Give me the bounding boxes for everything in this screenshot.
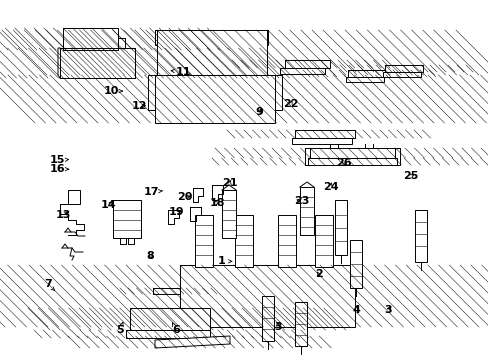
Bar xyxy=(68,190,80,204)
Text: 3: 3 xyxy=(384,305,391,315)
Bar xyxy=(155,75,274,123)
Polygon shape xyxy=(384,65,422,72)
Text: 12: 12 xyxy=(131,101,147,111)
Bar xyxy=(113,200,141,238)
Text: 2: 2 xyxy=(314,269,322,279)
Text: 5: 5 xyxy=(116,322,123,336)
Bar xyxy=(307,158,396,165)
Bar xyxy=(334,200,346,255)
Bar xyxy=(180,265,354,327)
Bar xyxy=(414,210,426,262)
Text: 11: 11 xyxy=(171,67,191,77)
Polygon shape xyxy=(347,70,385,77)
Text: 26: 26 xyxy=(336,158,351,168)
Bar xyxy=(309,148,394,158)
Text: 4: 4 xyxy=(351,305,359,315)
Polygon shape xyxy=(155,336,229,348)
Bar xyxy=(60,48,135,78)
Bar xyxy=(314,215,332,267)
Polygon shape xyxy=(294,130,354,138)
Bar xyxy=(299,187,313,235)
Text: 23: 23 xyxy=(293,196,309,206)
Bar xyxy=(130,308,209,330)
Polygon shape xyxy=(280,68,325,74)
Text: 6: 6 xyxy=(172,323,180,336)
Text: 14: 14 xyxy=(101,200,116,210)
Bar xyxy=(278,215,295,267)
Text: 3: 3 xyxy=(273,322,281,332)
Polygon shape xyxy=(285,60,329,68)
Text: 16: 16 xyxy=(50,164,68,174)
Bar xyxy=(63,28,118,50)
Polygon shape xyxy=(291,138,351,144)
Bar xyxy=(349,240,361,288)
Bar xyxy=(222,190,236,238)
Bar xyxy=(195,215,213,267)
Text: 9: 9 xyxy=(255,107,263,117)
Text: 20: 20 xyxy=(177,192,192,202)
Text: 13: 13 xyxy=(56,210,71,220)
Text: 21: 21 xyxy=(222,178,237,188)
Text: 17: 17 xyxy=(143,187,162,197)
Bar xyxy=(157,30,266,75)
Bar xyxy=(235,215,252,267)
Bar xyxy=(262,296,273,341)
Text: 1: 1 xyxy=(217,256,231,266)
Text: 15: 15 xyxy=(50,155,68,165)
Polygon shape xyxy=(346,77,383,82)
Text: 19: 19 xyxy=(168,207,183,217)
Text: 8: 8 xyxy=(146,251,154,261)
Text: 18: 18 xyxy=(209,198,224,208)
Bar xyxy=(126,330,209,338)
Text: 7: 7 xyxy=(44,279,55,291)
Bar xyxy=(294,302,306,346)
Text: 24: 24 xyxy=(322,182,338,192)
Polygon shape xyxy=(382,72,420,77)
Text: 10: 10 xyxy=(103,86,122,96)
Text: 22: 22 xyxy=(282,99,298,109)
Text: 25: 25 xyxy=(402,171,418,181)
Polygon shape xyxy=(153,288,180,294)
